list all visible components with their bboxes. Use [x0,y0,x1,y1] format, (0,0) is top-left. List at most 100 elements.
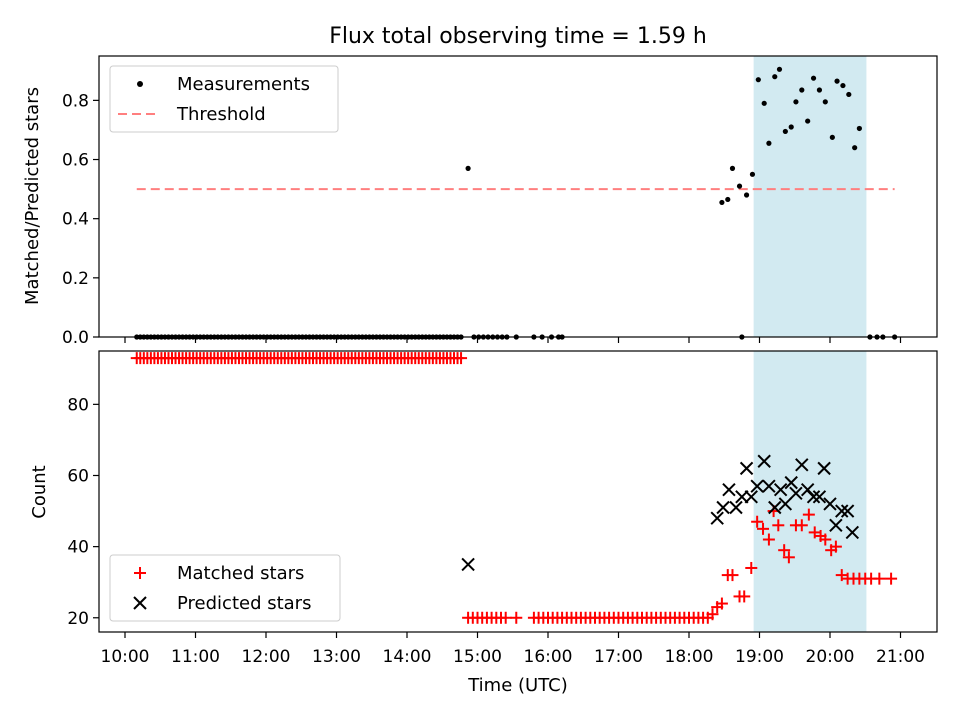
data-point [736,183,743,189]
data-point [465,165,471,171]
matched-star-point [819,533,832,546]
y-tick-label: 0.8 [62,91,89,111]
matched-star-point [455,352,468,365]
predicted-star-point [461,557,475,572]
x-tick-label: 13:00 [312,647,361,667]
matched-star-point [499,611,512,624]
y-axis-ticks: 20 40 60 80 [67,395,99,629]
legend-label-matched-stars: Matched stars [177,563,304,584]
legend-label-measurements: Measurements [177,74,310,95]
data-point [810,75,817,81]
matched-star-point [795,519,808,532]
y-tick-label: 60 [67,466,89,486]
predicted-star-point [722,483,736,497]
predicted-star-point [789,486,803,500]
predicted-star-point [729,500,743,515]
matched-star-point [726,569,739,582]
x-tick-label: 16:00 [524,647,573,667]
data-point [725,196,731,203]
data-point [805,118,811,124]
matched-star-point [751,515,764,528]
legend: Measurements Threshold [109,65,339,133]
matched-star-point [829,540,842,553]
predicted-star-point [812,490,827,504]
matched-star-point [802,508,815,521]
data-point [856,125,862,132]
matched-star-point [715,597,728,610]
predicted-star-point [795,458,809,472]
y-tick-label: 20 [67,609,89,629]
predicted-star-point [750,479,764,493]
data-point [766,140,772,146]
y-tick-label: 0.0 [62,328,89,348]
data-point [822,99,828,105]
predicted-star-point [835,504,849,518]
predicted-star-point [829,518,843,532]
data-point [729,165,736,171]
x-tick-label: 14:00 [383,647,432,667]
x-tick-label: 19:00 [735,647,784,667]
predicted-star-point [762,479,776,493]
y-tick-label: 0.6 [62,151,89,171]
y-axis-label: Matched/Predicted stars [22,87,43,305]
predicted-star-point [773,483,788,497]
data-point [772,74,778,80]
data-point [829,134,835,140]
legend-label-predicted-stars: Predicted stars [177,593,311,614]
x-tick-label: 17:00 [594,647,643,667]
x-tick-label: 15:00 [453,647,502,667]
data-point [816,87,823,93]
x-tick-label: 21:00 [876,647,925,667]
predicted-star-point [784,475,798,490]
data-point [840,82,846,89]
y-tick-label: 0.4 [62,210,89,230]
matched-star-point [885,572,898,585]
matched-star-point [745,561,758,574]
x-axis-label: Time (UTC) [467,675,568,696]
x-axis-ticks [124,337,902,343]
legend-marker-measurements [137,81,143,87]
y-tick-label: 40 [67,538,89,558]
predicted-star-point [806,490,821,504]
predicted-star-point [817,461,831,476]
x-tick-label: 18:00 [665,647,714,667]
predicted-star-point [716,500,730,515]
data-point [743,192,750,198]
legend-marker-matched-stars [134,567,146,579]
data-point [719,199,725,206]
data-point [749,171,756,177]
data-point [755,77,761,83]
predicted-star-point [768,500,782,515]
x-axis-ticks: 10:00 11:00 12:00 13:00 14:00 15:00 16:00 17:00… [101,632,925,667]
matched-star-point [706,608,719,621]
plot-frame [98,350,938,633]
predicted-star-point [845,525,860,540]
data-point [788,124,794,130]
predicted-star-point [757,454,771,468]
chart-title: Flux total observing time = 1.59 h [329,24,707,49]
top-panel: 0.00.20.40.60.8 Matched/Predicted stars … [22,55,938,348]
matched-star-point [738,590,751,603]
matched-star-point [510,611,523,624]
matched-star-point [757,522,770,535]
predicted-star-point [739,461,754,476]
measurement-points [134,66,898,340]
x-tick-label: 10:00 [101,647,150,667]
y-tick-label: 80 [67,395,89,415]
plot-frame [98,55,938,338]
x-tick-label: 12:00 [242,647,291,667]
data-point [776,66,783,72]
matched-star-point [782,551,795,564]
legend-marker-predicted-stars [133,596,147,610]
data-point [852,145,858,151]
legend: Matched stars Predicted stars [109,554,341,622]
y-axis-label: Count [29,465,50,518]
matched-star-point [873,572,886,585]
y-tick-label: 0.2 [62,269,89,289]
x-tick-label: 20:00 [806,647,855,667]
x-tick-label: 11:00 [171,647,220,667]
highlight-span [753,56,867,337]
data-point [793,99,799,105]
data-point [799,87,805,93]
